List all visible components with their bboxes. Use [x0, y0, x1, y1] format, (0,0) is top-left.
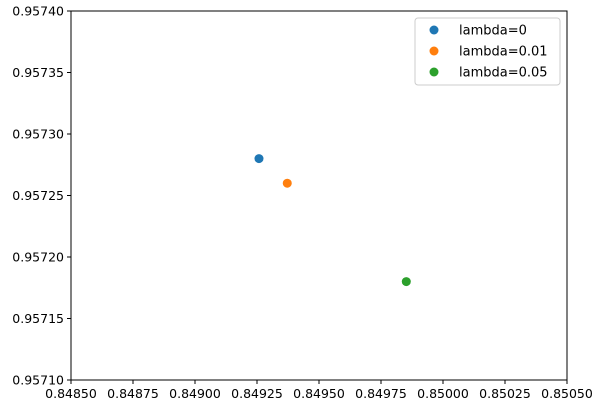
x-tick-label: 0.85025 — [479, 386, 531, 401]
data-point — [401, 277, 411, 287]
legend-label: lambda=0.01 — [459, 45, 548, 60]
x-tick-label: 0.84975 — [355, 386, 407, 401]
y-tick-label: 0.95720 — [12, 250, 64, 265]
x-tick-label: 0.85000 — [417, 386, 469, 401]
legend-label: lambda=0.05 — [459, 66, 548, 81]
legend-box — [414, 17, 561, 86]
plot-area-frame — [70, 10, 568, 381]
y-tick-label: 0.95725 — [12, 188, 64, 203]
legend-marker — [429, 46, 439, 56]
y-tick-label: 0.95740 — [12, 4, 64, 19]
x-tick-label: 0.84925 — [231, 386, 283, 401]
x-tick-label: 0.84850 — [45, 386, 97, 401]
legend: lambda=0 lambda=0.01 lambda=0.05 — [414, 17, 561, 86]
x-tick-label: 0.85050 — [541, 386, 593, 401]
x-axis-ticks: 0.84850 0.84875 0.84900 0.84925 0.84950 0.849… — [45, 380, 593, 401]
y-tick-label: 0.95710 — [12, 373, 64, 388]
data-point — [282, 178, 292, 188]
x-tick-label: 0.84875 — [107, 386, 159, 401]
legend-marker — [429, 25, 439, 35]
y-axis-ticks: 0.95710 0.95715 0.95720 0.95725 0.95730 0.957… — [12, 4, 71, 388]
y-tick-label: 0.95715 — [12, 311, 64, 326]
y-tick-label: 0.95735 — [12, 65, 64, 80]
x-tick-label: 0.84950 — [293, 386, 345, 401]
legend-label: lambda=0 — [459, 24, 527, 39]
y-tick-label: 0.95730 — [12, 127, 64, 142]
data-points — [254, 154, 411, 287]
x-tick-label: 0.84900 — [169, 386, 221, 401]
data-point — [254, 154, 264, 164]
legend-marker — [429, 67, 439, 77]
